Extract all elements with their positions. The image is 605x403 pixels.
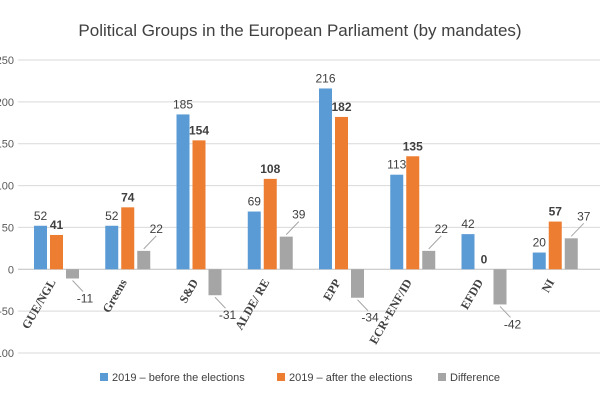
y-tick-label: 200: [0, 97, 14, 109]
leader-line: [72, 280, 84, 292]
bar: [137, 250, 151, 270]
bar: [493, 269, 507, 305]
legend-swatch: [438, 373, 446, 381]
y-tick-label: 150: [0, 139, 14, 151]
category-label: NI: [539, 276, 558, 295]
data-label: -42: [504, 317, 522, 331]
leader-line: [357, 299, 369, 312]
bar: [263, 178, 277, 270]
bar: [121, 207, 135, 270]
data-label: 22: [435, 222, 449, 236]
data-label: 113: [387, 158, 406, 172]
bar: [208, 269, 222, 296]
data-label: 57: [549, 205, 563, 219]
data-label: 69: [248, 195, 262, 209]
category-label: S&D: [176, 276, 201, 305]
data-label: 52: [34, 209, 48, 223]
bar: [319, 88, 332, 270]
bar: [564, 238, 578, 270]
category-label: GUE/NGL: [19, 277, 59, 332]
legend: 2019 – before the elections 2019 – after …: [100, 372, 500, 384]
y-axis-ticks: -100 -50 0 50 100 150 200 250: [0, 55, 14, 360]
bar: [532, 252, 546, 270]
legend-entry: Difference: [450, 372, 500, 384]
data-label: -31: [219, 308, 237, 322]
bar: [548, 221, 562, 270]
data-label: 74: [121, 190, 135, 204]
bar: [34, 225, 47, 270]
y-tick-label: -50: [0, 306, 14, 318]
data-label: 135: [403, 139, 423, 153]
data-label: 108: [260, 162, 280, 176]
data-label: 37: [577, 209, 591, 223]
data-label: 154: [189, 123, 209, 137]
data-label: 39: [292, 208, 306, 222]
bar: [192, 140, 206, 270]
bar: [461, 234, 475, 270]
legend-entry: 2019 – after the elections: [289, 372, 413, 384]
bar: [66, 269, 79, 279]
data-label: 0: [481, 252, 488, 266]
leader-line: [285, 221, 300, 235]
category-label: ALDE/ RE: [232, 277, 272, 333]
y-tick-label: 250: [0, 55, 14, 67]
data-label: 22: [150, 222, 164, 236]
leader-line: [570, 222, 585, 237]
bar: [422, 250, 436, 270]
bar: [279, 236, 293, 270]
data-label: 42: [461, 217, 475, 231]
data-label: 185: [173, 97, 193, 111]
data-label: 41: [50, 218, 64, 232]
leader-line: [499, 306, 511, 318]
category-label: Greens: [99, 276, 130, 315]
y-tick-label: 100: [0, 181, 14, 193]
bar: [105, 225, 119, 270]
data-label: 182: [331, 100, 351, 114]
y-tick-label: 50: [2, 222, 14, 234]
y-tick-label: 0: [8, 264, 14, 276]
category-label: EFDD: [458, 276, 487, 312]
data-label: -34: [361, 311, 379, 325]
chart-title: Political Groups in the European Parliam…: [78, 21, 521, 40]
leader-line: [428, 235, 442, 250]
data-labels: 5241-11527422185154-316910839216182-3411…: [34, 71, 591, 331]
bars: [34, 88, 578, 305]
data-label: 20: [533, 236, 547, 250]
data-label: 216: [315, 71, 335, 85]
bar: [390, 174, 404, 270]
bar: [406, 156, 420, 270]
leader-line: [214, 296, 226, 309]
legend-entry: 2019 – before the elections: [112, 372, 245, 384]
legend-swatch: [100, 373, 108, 381]
bar: [351, 269, 364, 298]
bar: [335, 116, 348, 270]
leader-line: [143, 235, 157, 250]
y-tick-label: -100: [0, 348, 14, 360]
bar: [50, 234, 63, 270]
bar: [176, 114, 190, 270]
leader-lines: [72, 221, 585, 318]
legend-swatch: [277, 373, 285, 381]
data-label: -11: [77, 291, 94, 305]
bar: [247, 211, 261, 270]
data-label: 52: [105, 209, 119, 223]
category-label: EPP: [320, 277, 343, 304]
